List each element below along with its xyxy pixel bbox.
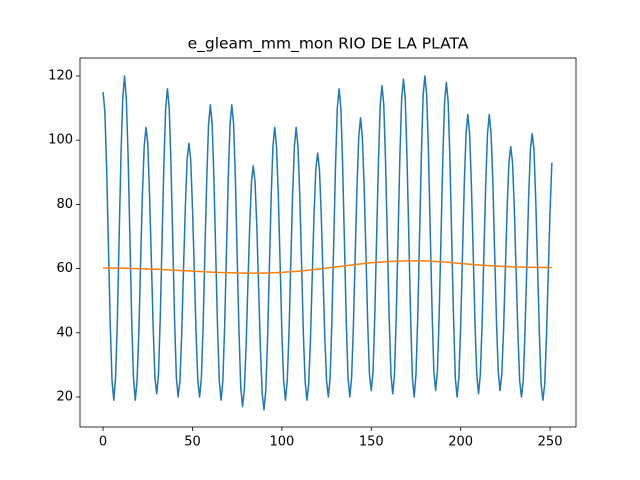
x-tick-label: 150 [359,435,384,450]
plot-frame [79,57,577,428]
x-tick-label: 0 [99,435,107,450]
data-line [103,260,552,274]
chart-title: e_gleam_mm_mon RIO DE LA PLATA [188,35,469,54]
y-tick-label: 120 [48,68,73,83]
y-tick-label: 40 [56,325,73,340]
x-tick-label: 100 [269,435,294,450]
y-tick-label: 100 [48,133,73,148]
y-tick-label: 60 [56,261,73,276]
y-tick-label: 20 [56,389,73,404]
x-tick-label: 250 [538,435,563,450]
data-line [102,75,553,411]
x-tick-label: 200 [448,435,473,450]
x-tick-label: 50 [184,435,201,450]
y-tick-label: 80 [56,197,73,212]
